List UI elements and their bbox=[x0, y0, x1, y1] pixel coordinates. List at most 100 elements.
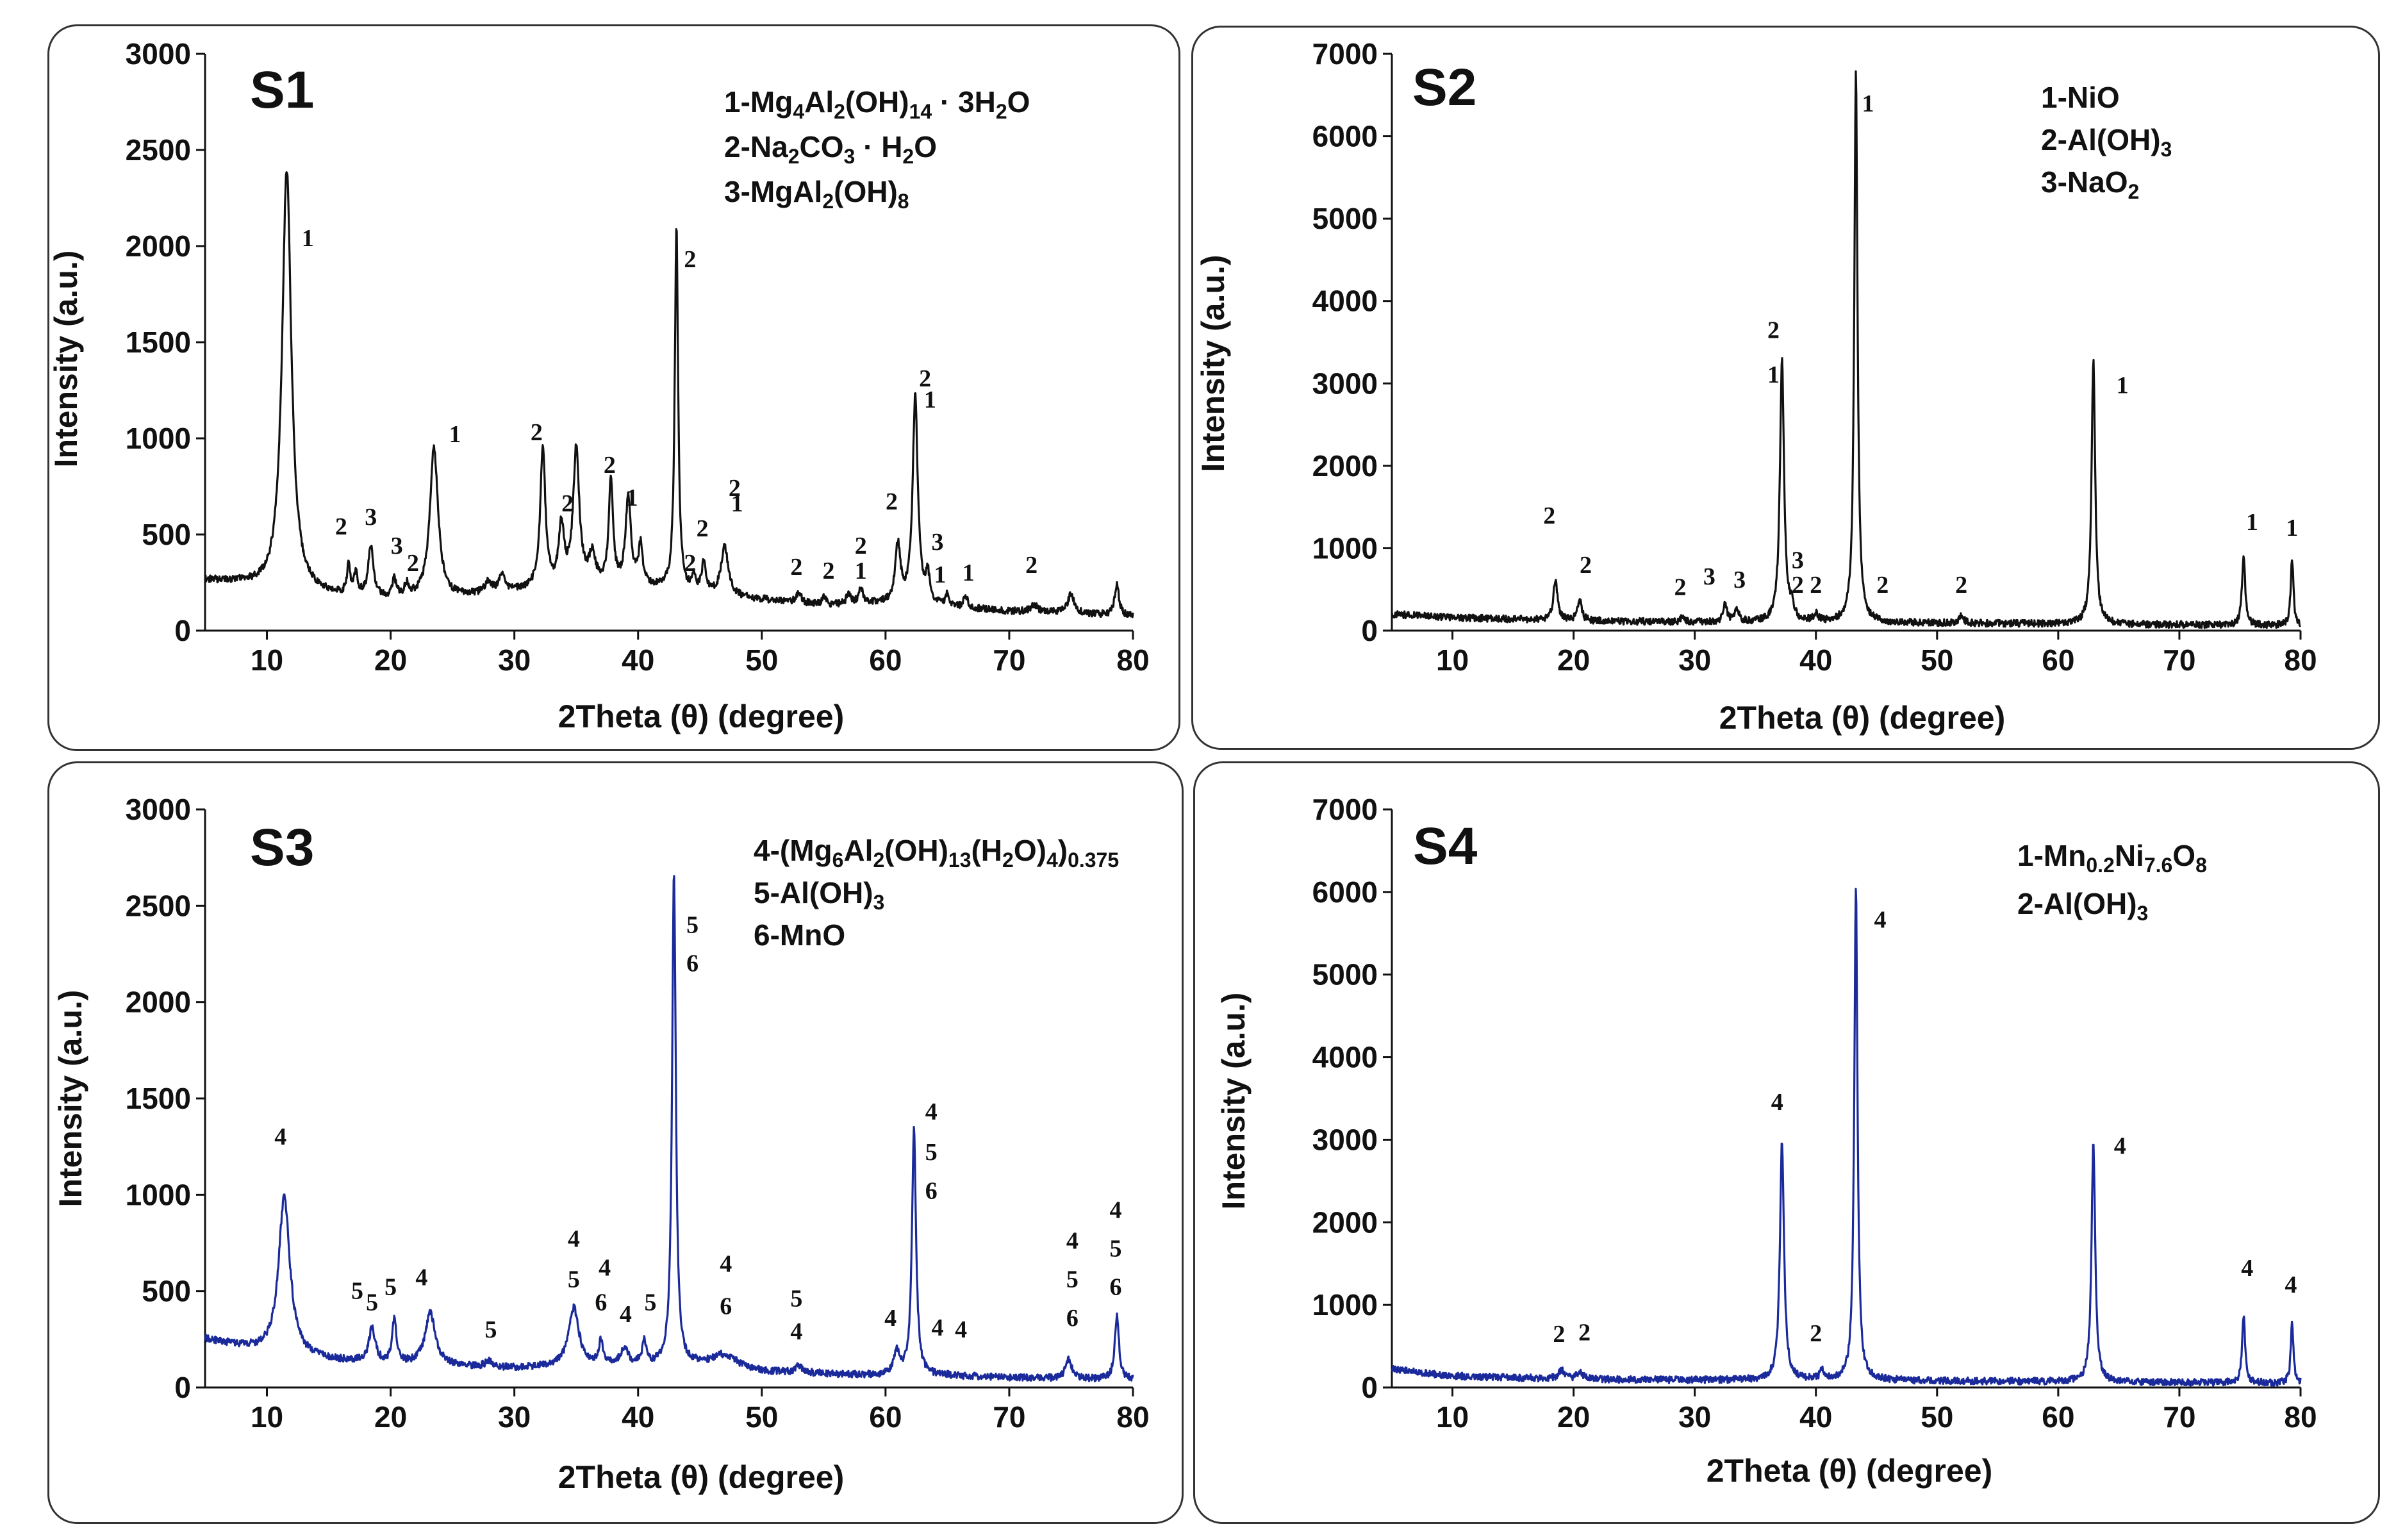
s2-peak-label: 2 bbox=[1955, 572, 1967, 599]
s3-peak-label: 4 bbox=[955, 1316, 967, 1343]
s2-peak-label: 2 bbox=[1543, 502, 1555, 529]
s3-peak-label: 5 bbox=[366, 1289, 378, 1316]
chart-s1: 0 500 1000 1500 2000 2500 3000 10 20 30 40 50 60 70 80… bbox=[48, 37, 1150, 734]
s3-peak-label: 5 bbox=[484, 1316, 497, 1343]
s3-legend-entry: 4-(Mg6Al2(OH)13(H2O)4)0.375 bbox=[754, 834, 1119, 872]
s3-legend-entry: 6-MnO bbox=[754, 918, 845, 952]
s2-legend-entry: 1-NiO bbox=[2041, 81, 2120, 114]
s3-y-tick-label: 1000 bbox=[126, 1178, 191, 1211]
s1-legend-entry: 1-Mg4Al2(OH)14 · 3H2O bbox=[724, 85, 1030, 123]
s1-x-tick-label: 70 bbox=[993, 643, 1025, 677]
s4-peak-label: 2 bbox=[1578, 1320, 1591, 1346]
s1-y-tick-label: 500 bbox=[142, 518, 191, 551]
s3-peak-label: 4 bbox=[1109, 1196, 1121, 1223]
s3-y-axis-title: Intensity (a.u.) bbox=[53, 990, 88, 1207]
s3-peak-label: 4 bbox=[931, 1314, 943, 1341]
s1-peak-label: 2 bbox=[561, 490, 574, 517]
s1-peak-label: 3 bbox=[365, 504, 377, 531]
s2-peak-label: 1 bbox=[1767, 361, 1780, 388]
s3-y-tick-label: 1500 bbox=[126, 1082, 191, 1115]
s4-peak-label: 2 bbox=[1553, 1321, 1565, 1348]
s4-y-tick-label: 0 bbox=[1361, 1371, 1378, 1404]
s1-y-tick-label: 0 bbox=[174, 614, 191, 647]
s3-y-tick-label: 3000 bbox=[126, 793, 191, 826]
s2-y-tick-label: 0 bbox=[1361, 614, 1378, 647]
s2-peak-label: 1 bbox=[2246, 509, 2258, 536]
s3-peak-label: 4 bbox=[415, 1264, 427, 1291]
chart-s2: 0 1000 2000 3000 4000 5000 6000 7000 10 20 30 40 50 6… bbox=[1195, 37, 2317, 736]
s3-x-tick-label: 30 bbox=[498, 1400, 531, 1434]
s1-peak-label: 2 bbox=[531, 419, 543, 446]
s4-y-tick-label: 3000 bbox=[1312, 1123, 1378, 1156]
s1-y-tick-label: 2500 bbox=[126, 133, 191, 167]
s4-x-axis-title: 2Theta (θ) (degree) bbox=[1707, 1453, 1993, 1489]
s3-xrd-trace bbox=[204, 875, 1134, 1382]
s4-y-tick-label: 1000 bbox=[1312, 1288, 1378, 1321]
s2-x-tick-label: 50 bbox=[1921, 643, 1953, 677]
s3-peak-label: 4 bbox=[1066, 1228, 1079, 1255]
s2-x-tick-label: 80 bbox=[2284, 643, 2317, 677]
s3-x-tick-label: 70 bbox=[993, 1400, 1025, 1434]
s1-peak-label: 2 bbox=[855, 533, 867, 559]
s3-x-tick-label: 50 bbox=[745, 1400, 778, 1434]
s4-y-tick-label: 6000 bbox=[1312, 875, 1378, 909]
s1-y-tick-label: 1500 bbox=[126, 326, 191, 359]
s1-peak-label: 2 bbox=[335, 513, 347, 540]
s2-x-tick-label: 20 bbox=[1557, 643, 1590, 677]
s1-x-tick-label: 80 bbox=[1116, 643, 1149, 677]
s3-peak-label: 5 bbox=[1109, 1236, 1121, 1263]
s3-peak-label: 5 bbox=[686, 911, 698, 938]
s2-y-tick-label: 5000 bbox=[1312, 202, 1378, 235]
s1-peak-label: 2 bbox=[823, 558, 835, 584]
s3-x-tick-label: 20 bbox=[374, 1400, 407, 1434]
s3-y-tick-label: 2500 bbox=[126, 889, 191, 922]
s4-x-tick-label: 30 bbox=[1678, 1400, 1711, 1434]
s2-x-axis-title: 2Theta (θ) (degree) bbox=[1719, 700, 2006, 736]
s2-legend-entry: 2-Al(OH)3 bbox=[2041, 123, 2172, 161]
s1-peak-label: 2 bbox=[1025, 552, 1037, 579]
s4-y-tick-label: 5000 bbox=[1312, 958, 1378, 991]
s3-x-tick-label: 60 bbox=[869, 1400, 902, 1434]
s2-peak-label: 3 bbox=[1703, 563, 1715, 590]
s1-peak-label: 1 bbox=[449, 421, 461, 448]
s1-peak-label: 1 bbox=[924, 386, 936, 413]
s4-panel-title: S4 bbox=[1413, 817, 1478, 875]
s3-peak-label: 6 bbox=[1109, 1274, 1121, 1301]
s4-x-tick-label: 40 bbox=[1799, 1400, 1832, 1434]
s1-peak-label: 1 bbox=[963, 559, 975, 586]
s3-x-tick-label: 10 bbox=[251, 1400, 283, 1434]
s1-legend-entry: 2-Na2CO3 · H2O bbox=[724, 130, 937, 168]
s4-peak-label: 2 bbox=[1810, 1320, 1822, 1347]
s2-peak-label: 2 bbox=[1767, 317, 1780, 344]
s4-peak-label: 4 bbox=[2285, 1271, 2297, 1298]
s2-legend-entry: 3-NaO2 bbox=[2041, 165, 2139, 203]
s3-peak-label: 4 bbox=[925, 1098, 938, 1125]
s3-peak-label: 5 bbox=[1066, 1266, 1079, 1293]
s4-x-tick-label: 50 bbox=[1921, 1400, 1953, 1434]
s3-peak-label: 4 bbox=[599, 1255, 611, 1282]
s1-y-axis-title: Intensity (a.u.) bbox=[48, 251, 84, 468]
s3-peak-label: 6 bbox=[1066, 1305, 1079, 1332]
s2-y-axis-title: Intensity (a.u.) bbox=[1195, 255, 1231, 472]
s3-y-tick-label: 2000 bbox=[126, 986, 191, 1019]
s1-peak-label: 1 bbox=[934, 561, 946, 588]
panel-s2-frame bbox=[1191, 26, 2380, 750]
chart-s3: 0 500 1000 1500 2000 2500 3000 10 20 30 40 50 60 70 80… bbox=[53, 793, 1150, 1495]
s1-peak-label: 2 bbox=[407, 550, 419, 577]
s1-peak-label: 1 bbox=[626, 484, 638, 511]
s4-peak-label: 4 bbox=[1874, 906, 1886, 933]
s2-x-tick-label: 40 bbox=[1799, 643, 1832, 677]
s4-xrd-trace bbox=[1391, 888, 2302, 1387]
s1-x-tick-label: 20 bbox=[374, 643, 407, 677]
s3-peak-label: 4 bbox=[884, 1305, 897, 1332]
s1-peak-label: 2 bbox=[729, 475, 741, 502]
s4-y-tick-label: 2000 bbox=[1312, 1205, 1378, 1239]
chart-s4: 0 1000 2000 3000 4000 5000 6000 7000 10 20 30 40 50 6… bbox=[1216, 793, 2317, 1489]
s1-peak-label: 1 bbox=[302, 225, 314, 252]
s1-y-tick-label: 3000 bbox=[126, 37, 191, 70]
s3-peak-label: 5 bbox=[925, 1139, 938, 1166]
s4-peak-label: 4 bbox=[2241, 1255, 2253, 1282]
s2-peak-label: 2 bbox=[1674, 574, 1686, 601]
s1-peak-label: 3 bbox=[931, 529, 943, 556]
s3-x-tick-label: 40 bbox=[622, 1400, 654, 1434]
